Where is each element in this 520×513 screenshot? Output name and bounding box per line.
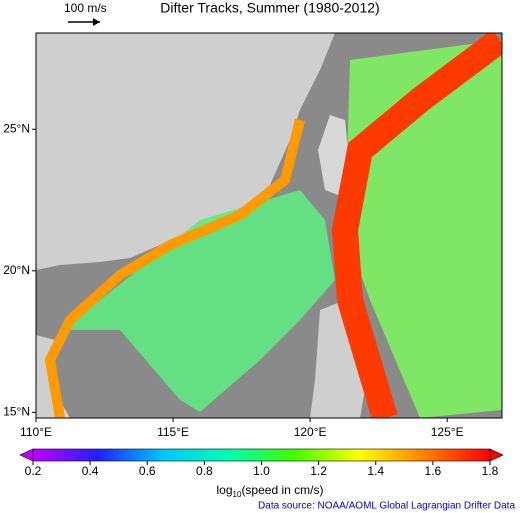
data-source: Data source: NOAA/AOML Global Lagrangian…: [258, 501, 515, 512]
x-tick-label: 120°E: [294, 425, 327, 439]
map-area: [36, 33, 502, 418]
scs-tracks: [60, 190, 335, 412]
scale-label: 100 m/s: [64, 1, 107, 15]
colorbar-tick-label: 1.0: [253, 464, 270, 478]
label-sub: 10: [233, 490, 242, 499]
taiwan: [318, 115, 348, 195]
colorbar-tick-label: 1.8: [482, 464, 499, 478]
map-title: Difter Tracks, Summer (1980-2012): [160, 0, 379, 16]
colorbar-low-end: [19, 448, 34, 462]
kuroshio-tracks: [331, 33, 502, 418]
label-rest: (speed in cm/s): [241, 483, 323, 497]
y-tick-label: 25°N: [3, 121, 30, 135]
colorbar-tick-label: 1.6: [425, 464, 442, 478]
vietnam: [36, 335, 70, 418]
colorbar-high-end: [489, 448, 504, 462]
mainland: [36, 33, 335, 270]
scale-arrowhead: [93, 18, 100, 26]
map-frame: [35, 32, 503, 419]
label-main: log: [217, 483, 233, 497]
colorbar-tick-label: 1.4: [367, 464, 384, 478]
colorbar-tick-label: 0.4: [82, 464, 99, 478]
colorbar: [32, 448, 491, 462]
y-tick-label: 20°N: [3, 263, 30, 277]
y-tick-label: 15°N: [3, 405, 30, 419]
colorbar-label: log10(speed in cm/s): [217, 483, 324, 499]
x-tick-label: 110°E: [20, 425, 52, 439]
colorbar-tick-label: 0.2: [25, 464, 42, 478]
x-tick-label: 115°E: [157, 425, 189, 439]
coastal-tracks: [44, 118, 305, 418]
colorbar-tick-label: 0.6: [139, 464, 156, 478]
colorbar-tick-label: 1.2: [310, 464, 327, 478]
colorbar-tick-label: 0.8: [196, 464, 213, 478]
x-tick-label: 125°E: [431, 425, 464, 439]
